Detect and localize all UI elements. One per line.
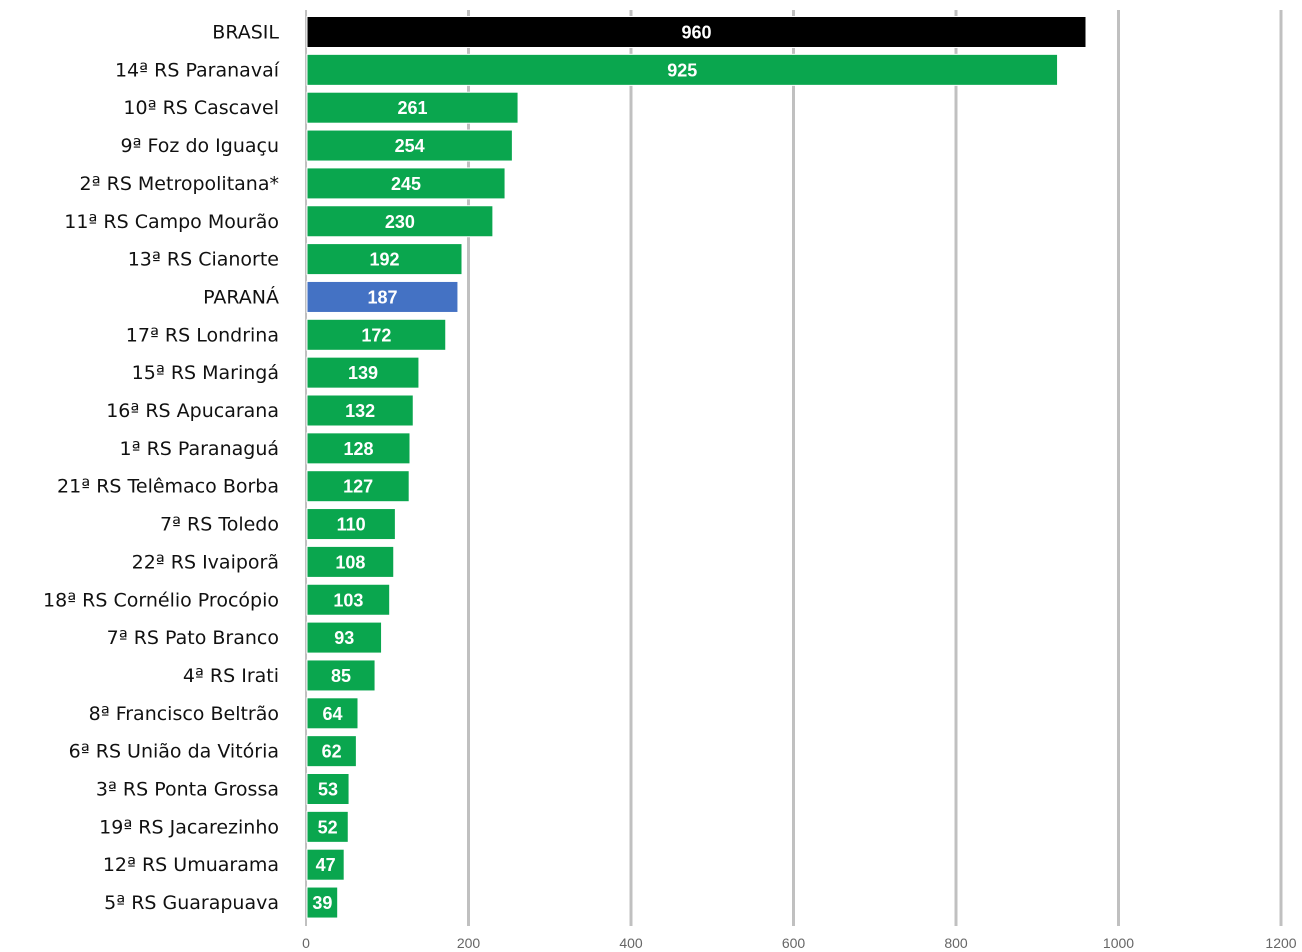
x-tick-label: 1200 [1265, 935, 1296, 951]
bars: 960 925 261 254 245 230 192 187 172 139 132 128 127 1… [306, 16, 1087, 919]
category-label: 16ª RS Apucarana [106, 400, 279, 422]
category-label: 22ª RS Ivaiporã [132, 551, 279, 573]
bar [306, 243, 463, 276]
bar [306, 53, 1059, 86]
bar [306, 205, 494, 238]
bar [306, 16, 1087, 48]
bar [306, 583, 391, 616]
bar-value-label: 47 [316, 855, 336, 875]
category-label: 17ª RS Londrina [126, 324, 279, 346]
category-label: 3ª RS Ponta Grossa [96, 779, 279, 801]
bar-value-label: 172 [361, 325, 391, 345]
bar-value-label: 103 [333, 590, 363, 610]
bar [306, 394, 414, 427]
x-tick-label: 600 [782, 935, 806, 951]
bar-value-label: 85 [331, 666, 351, 686]
bar [306, 810, 349, 843]
category-label: 2ª RS Metropolitana* [80, 173, 279, 195]
bar [306, 659, 376, 692]
bar-value-label: 230 [385, 212, 415, 232]
bar [306, 545, 395, 578]
bar-value-label: 127 [343, 477, 373, 497]
grid-lines [305, 10, 1283, 927]
bar-value-label: 93 [334, 628, 354, 648]
category-label: 7ª RS Pato Branco [107, 627, 279, 649]
bar-value-label: 110 [337, 515, 366, 535]
x-axis-tick-labels: 0 200 400 600 800 1000 1200 [302, 935, 1297, 951]
category-label: 21ª RS Telêmaco Borba [57, 476, 279, 498]
bar [306, 432, 411, 465]
category-label: 12ª RS Umuarama [103, 854, 279, 876]
category-label: 18ª RS Cornélio Procópio [43, 589, 279, 611]
bar [306, 129, 513, 162]
category-label: 1ª RS Paranaguá [119, 438, 279, 460]
bar-value-label: 52 [318, 817, 338, 837]
bar-value-label: 53 [318, 780, 338, 800]
bar [306, 318, 447, 351]
bar-value-label: 64 [322, 704, 342, 724]
bar [306, 508, 396, 541]
bar [306, 735, 357, 768]
bar-value-label: 261 [398, 98, 428, 118]
category-label: 11ª RS Campo Mourão [64, 211, 279, 233]
bar-value-label: 132 [345, 401, 375, 421]
bar [306, 280, 459, 313]
category-label: 9ª Foz do Iguaçu [120, 135, 279, 157]
category-label: 19ª RS Jacarezinho [99, 816, 279, 838]
category-label: 8ª Francisco Beltrão [89, 703, 279, 725]
bar-value-label: 108 [335, 552, 365, 572]
category-label: 14ª RS Paranavaí [115, 59, 280, 81]
category-label: BRASIL [212, 22, 279, 44]
category-label: PARANÁ [203, 285, 279, 308]
x-tick-label: 0 [302, 935, 310, 951]
bar-value-label: 925 [667, 60, 697, 80]
bar-value-label: 62 [322, 742, 342, 762]
bar-value-label: 254 [395, 136, 425, 156]
bar-value-label: 192 [369, 250, 399, 270]
bar-value-label: 128 [343, 439, 373, 459]
bar-value-label: 39 [312, 893, 332, 913]
x-tick-label: 1000 [1103, 935, 1134, 951]
bar [306, 91, 519, 124]
bar-value-label: 139 [348, 363, 378, 383]
bar [306, 773, 350, 805]
category-label: 7ª RS Toledo [160, 514, 279, 536]
bar [306, 470, 410, 503]
category-label: 4ª RS Irati [183, 665, 279, 687]
bar [306, 697, 359, 730]
bar [306, 886, 339, 919]
category-label: 5ª RS Guarapuava [104, 892, 279, 914]
x-tick-label: 800 [944, 935, 968, 951]
category-label: 10ª RS Cascavel [123, 97, 279, 119]
bar-value-label: 245 [391, 174, 421, 194]
bar [306, 621, 383, 654]
x-tick-label: 400 [619, 935, 643, 951]
bar [306, 167, 506, 200]
bar-value-label: 187 [367, 287, 397, 307]
bar [306, 848, 345, 881]
category-label: 6ª RS União da Vitória [69, 741, 279, 763]
category-label: 15ª RS Maringá [132, 362, 279, 384]
category-labels: BRASIL 14ª RS Paranavaí 10ª RS Cascavel 9ª … [43, 22, 280, 915]
bar [306, 356, 420, 389]
category-label: 13ª RS Cianorte [128, 249, 279, 271]
x-tick-label: 200 [457, 935, 481, 951]
bar-value-label: 960 [681, 23, 711, 43]
